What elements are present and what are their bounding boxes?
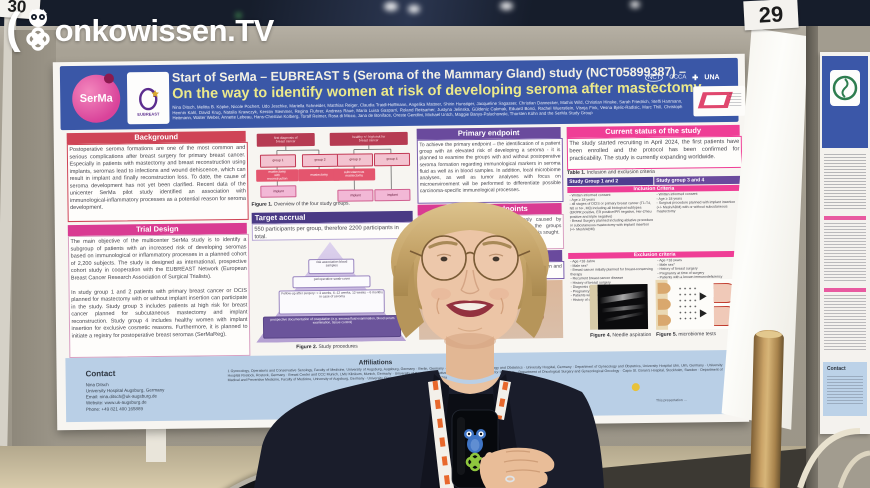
yellow-sticker bbox=[631, 383, 640, 392]
primary-endpoint-section: To achieve the primary endpoint – the id… bbox=[416, 138, 564, 204]
ceiling-light bbox=[500, 2, 513, 10]
breast-icon bbox=[657, 282, 671, 294]
woman-presenter bbox=[254, 202, 604, 488]
figure1-subcutaneous-mastectomy: subcutaneous mastectomy bbox=[333, 168, 376, 181]
contact-lines: Nina Ditsch University Hospital Augsburg,… bbox=[86, 380, 226, 418]
nose bbox=[460, 269, 480, 295]
exit-light bbox=[236, 13, 241, 18]
ceiling-light bbox=[630, 1, 640, 8]
figure1-root-left-label: first diagnosis of breast cancer bbox=[273, 135, 298, 144]
illegible-text-lines bbox=[824, 223, 866, 283]
inclusion-right-list: Written informed consentAge ≥ 18 yearsSu… bbox=[656, 192, 741, 251]
serma-poster: SerMa EUBREAST Start of SerMa – EUBREAST… bbox=[52, 53, 750, 431]
table1-col1-label: Study Group 1 and 2 bbox=[569, 178, 619, 185]
adjacent-contact-block: Contact bbox=[823, 362, 867, 416]
table1-col2-header: Study group 3 and 4 bbox=[654, 175, 741, 185]
illegible-text-lines bbox=[824, 154, 866, 210]
tube-cap bbox=[755, 330, 783, 339]
adjacent-poster: Contact bbox=[820, 52, 870, 434]
ceiling-streak bbox=[250, 0, 650, 26]
inclusion-item: Surgical procedure planned with implant … bbox=[657, 200, 741, 214]
teeth bbox=[453, 303, 487, 311]
owl-clover-sticker bbox=[464, 429, 486, 472]
illegible-text-lines bbox=[824, 295, 866, 351]
green-circle-logo bbox=[830, 70, 860, 106]
adjacent-contact-title: Contact bbox=[827, 366, 846, 372]
figure1-group4: group 4 bbox=[373, 152, 411, 167]
figure1-group3-label: group 3 bbox=[349, 157, 361, 162]
hand bbox=[479, 447, 555, 488]
figure1-implant1-label: implant bbox=[273, 189, 284, 193]
table1-caption-text: Inclusion and exclusion criteria bbox=[585, 168, 655, 176]
eye bbox=[440, 256, 448, 262]
eyebrow bbox=[428, 240, 458, 249]
eyebrow bbox=[482, 240, 512, 249]
hairline bbox=[393, 204, 547, 296]
lanyard-strap bbox=[428, 380, 454, 488]
breast-icon bbox=[657, 314, 672, 326]
eubreast-logo: EUBREAST bbox=[126, 71, 170, 125]
figure1-mid1-label: mastectomy with reconstruction bbox=[266, 169, 288, 181]
green-logo-icon bbox=[832, 75, 858, 101]
figure1-group2: group 2 bbox=[301, 153, 339, 168]
clover-icon bbox=[25, 27, 50, 51]
ceiling-light bbox=[384, 2, 398, 11]
table1-caption-bold: Table 1. bbox=[567, 169, 586, 176]
adjacent-poster-header bbox=[822, 56, 868, 148]
ring bbox=[505, 475, 515, 483]
owl-icon bbox=[25, 9, 50, 51]
current-status-text: The study started recruiting in April 20… bbox=[569, 138, 740, 162]
board-side-rail bbox=[12, 30, 56, 466]
figure1-group3: group 3 bbox=[336, 153, 374, 167]
figure1-group4-label: group 4 bbox=[386, 157, 398, 161]
watermark-brand: onkowissen.TV bbox=[54, 13, 275, 48]
ultrasound-streak bbox=[603, 311, 644, 322]
arrow-icon bbox=[699, 292, 707, 301]
breast-icon bbox=[657, 298, 671, 310]
current-status-section: The study started recruiting in April 20… bbox=[566, 135, 743, 170]
figure1-mid2-label: mastectomy bbox=[310, 172, 328, 177]
figure1-group1: group 1 bbox=[259, 154, 297, 168]
board-number-tag-right: 29 bbox=[743, 0, 799, 31]
figure1-root-right-label: healthy +/- high risk for breast cancer bbox=[352, 134, 386, 143]
glasses bbox=[409, 235, 531, 281]
contact-title: Contact bbox=[85, 369, 116, 379]
ceiling-light bbox=[408, 5, 420, 13]
chair-frame bbox=[797, 428, 870, 488]
board-gap bbox=[806, 26, 818, 488]
primary-endpoint-text: To achieve the primary endpoint – the id… bbox=[419, 140, 561, 194]
figure4-caption-text: Needle aspiration bbox=[610, 331, 652, 338]
mini-section-header bbox=[824, 288, 866, 292]
cardboard-tube bbox=[749, 329, 785, 488]
poster-header: SerMa EUBREAST Start of SerMa – EUBREAST… bbox=[59, 57, 746, 131]
illegible-text-lines bbox=[827, 376, 863, 406]
arrow-icon bbox=[699, 309, 707, 318]
figure1-root-right: healthy +/- high risk for breast cancer bbox=[329, 131, 408, 146]
figure1-mastectomy-reconstruction: mastectomy with reconstruction bbox=[256, 169, 299, 182]
figure5-caption-text: microbiome tests bbox=[676, 331, 717, 338]
figure5-caption-bold: Figure 5. bbox=[656, 331, 678, 338]
figure1-group1-label: group 1 bbox=[272, 158, 284, 163]
board-number-right: 29 bbox=[758, 1, 784, 28]
microbe-dots bbox=[677, 285, 698, 320]
figure1-root-left: first diagnosis of breast cancer bbox=[256, 133, 315, 147]
contact-line: Phone: +49 821 400 165889 bbox=[85, 405, 143, 412]
eubreast-ribbon-icon bbox=[139, 87, 159, 111]
table1-col1-header: Study Group 1 and 2 bbox=[567, 176, 654, 186]
ultrasound-streak bbox=[599, 290, 646, 304]
figure1-group2-label: group 2 bbox=[314, 158, 326, 162]
lanyard-stripes bbox=[496, 381, 509, 420]
watermark: ( onkowissen.TV bbox=[6, 4, 275, 54]
table1-col2-label: Study group 3 and 4 bbox=[656, 177, 705, 184]
figure1-mid3-label: subcutaneous mastectomy bbox=[344, 170, 365, 178]
mini-section-header bbox=[824, 216, 866, 220]
watermark-paren: ( bbox=[6, 4, 21, 53]
eye bbox=[492, 256, 500, 262]
